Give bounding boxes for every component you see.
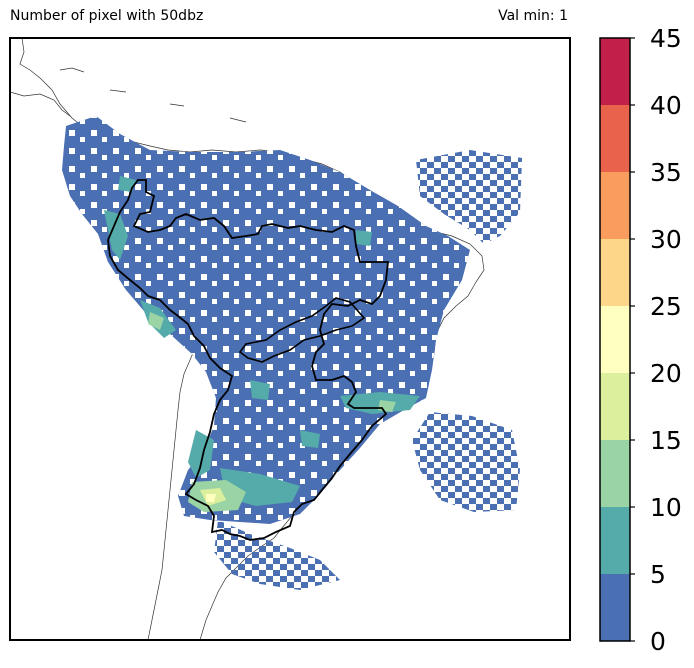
caribbean-islands xyxy=(59,67,247,123)
colorbar-bin-15-20 xyxy=(600,373,630,440)
map-title: Number of pixel with 50dbz xyxy=(10,8,204,24)
basin-inner-outline xyxy=(238,297,366,363)
central-america-coast xyxy=(10,91,71,117)
colorbar-tick-label: 20 xyxy=(650,359,682,388)
colorbar-bin-5-10 xyxy=(600,507,630,574)
colorbar-bin-0-5 xyxy=(600,574,630,641)
field-atlantic-east xyxy=(416,150,522,244)
colorbar-bin-35-40 xyxy=(600,105,630,172)
colorbar-bin-40-45 xyxy=(600,38,630,105)
field-atlantic-southeast xyxy=(412,412,520,512)
colorbar-tick-label: 10 xyxy=(650,493,682,522)
map-frame xyxy=(9,37,571,641)
colorbar-bin-20-25 xyxy=(600,306,630,373)
colorbar-tick-label: 30 xyxy=(650,225,682,254)
colorbar-bin-30-35 xyxy=(600,172,630,239)
colorbar-tick-label: 35 xyxy=(650,158,682,187)
colorbar-frame xyxy=(599,37,631,642)
colorbar-tick-label: 0 xyxy=(650,627,666,656)
colorbar-ticks xyxy=(630,37,635,642)
colorbar-tick-label: 40 xyxy=(650,91,682,120)
val-min-label: Val min: 1 xyxy=(498,8,568,24)
colorbar-tick-label: 25 xyxy=(650,292,682,321)
colorbar-bin-10-15 xyxy=(600,440,630,507)
colorbar-tick-label: 15 xyxy=(650,426,682,455)
colorbar: 0 5 10 15 20 25 30 35 40 45 xyxy=(599,24,682,656)
colorbar-tick-label: 5 xyxy=(650,560,666,589)
basin-outline xyxy=(107,179,390,541)
colorbar-bin-25-30 xyxy=(600,239,630,306)
field-level-15-25 xyxy=(200,488,226,506)
field-holes xyxy=(62,116,470,524)
colorbar-tick-label: 45 xyxy=(650,24,682,53)
map-area xyxy=(10,38,570,640)
